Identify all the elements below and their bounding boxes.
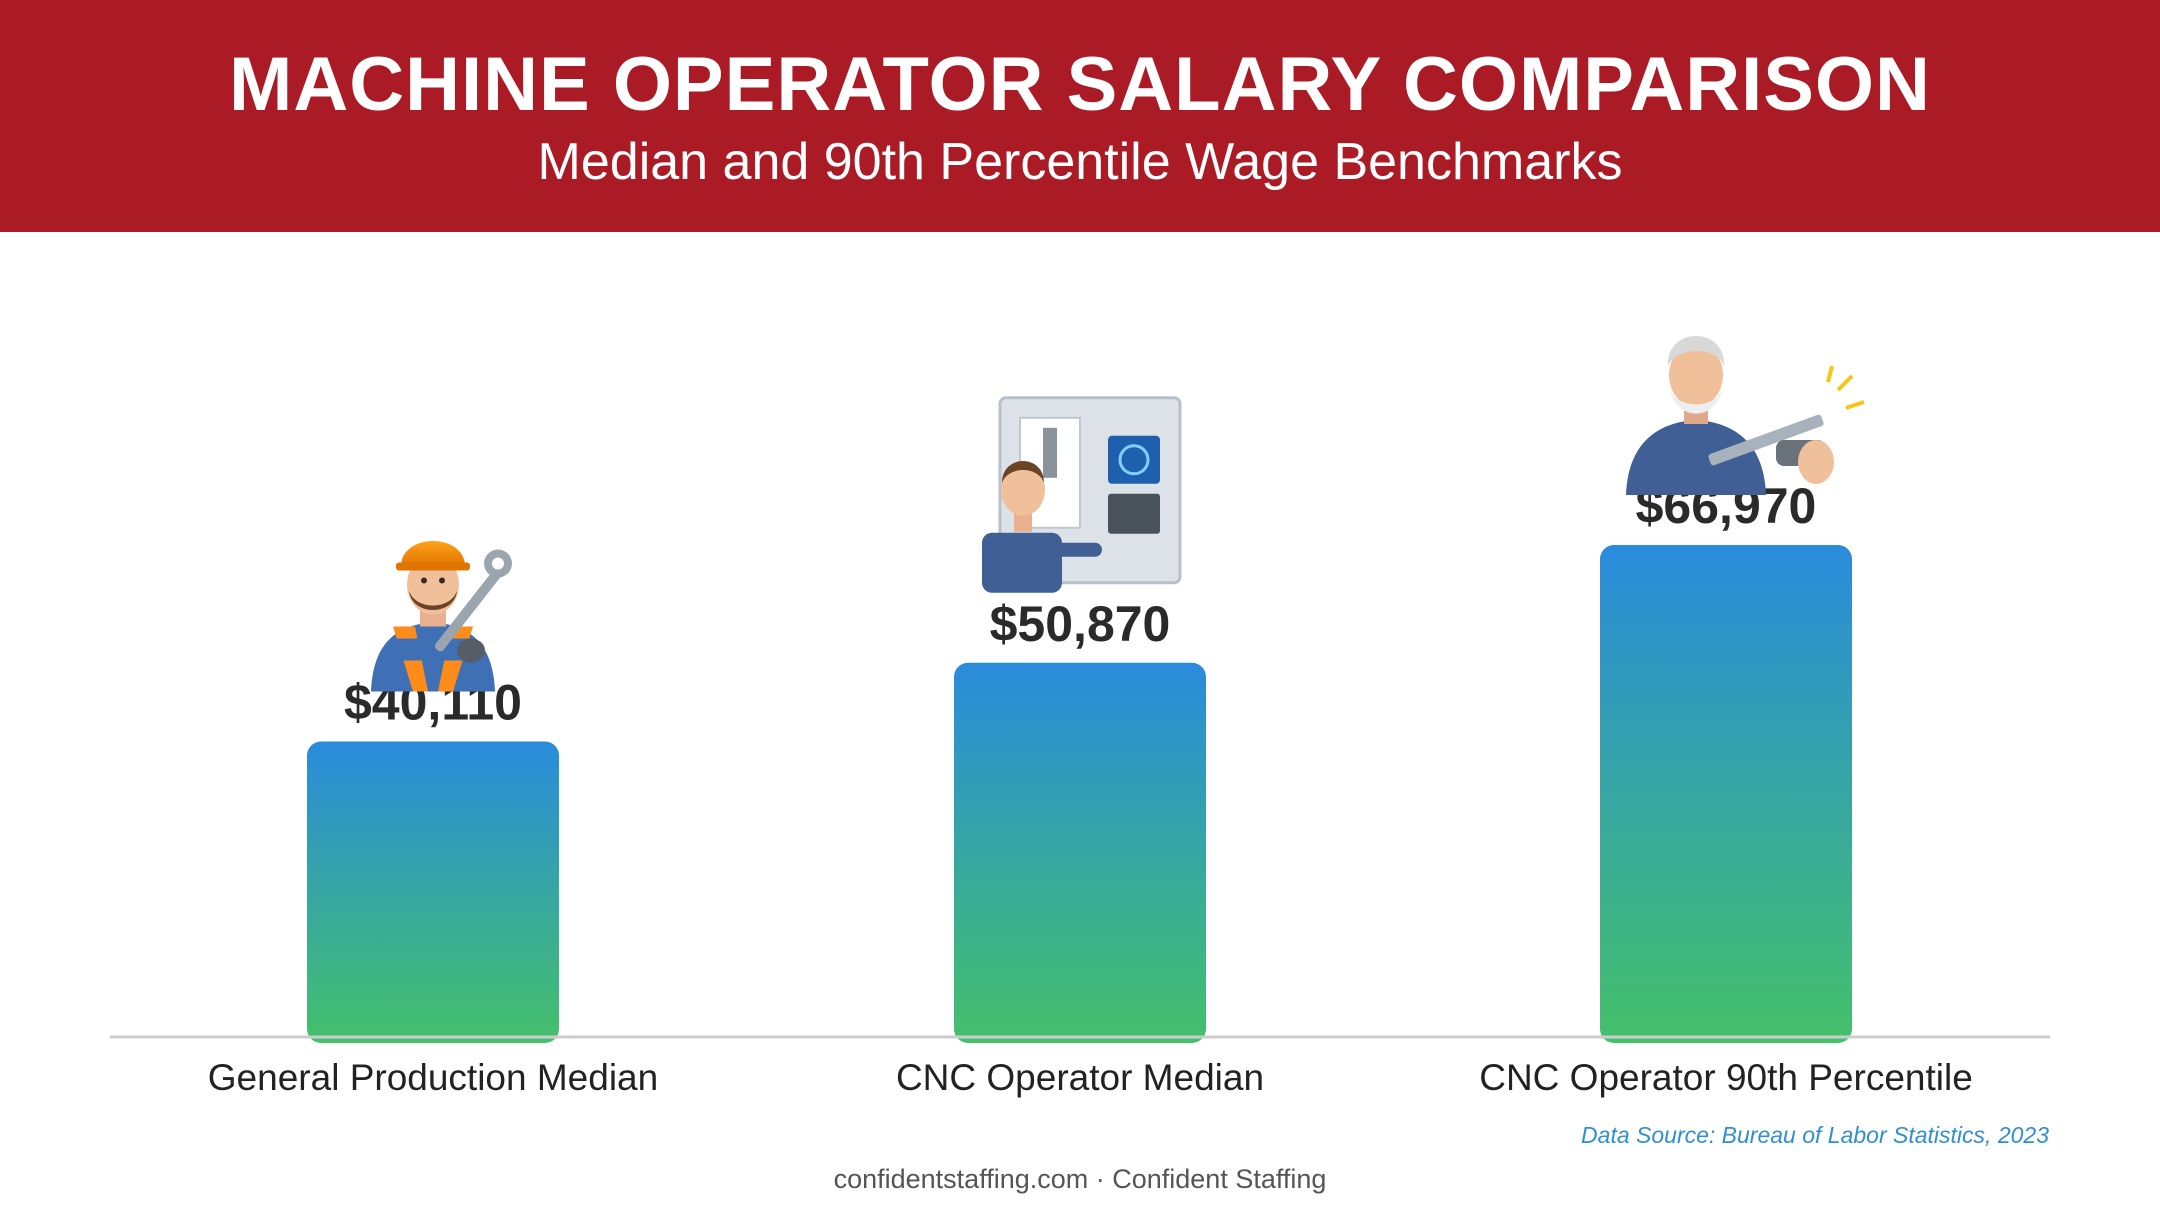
construction-worker-icon <box>371 541 512 692</box>
cnc-operator-icon <box>982 396 1182 593</box>
bar-1 <box>307 741 559 1043</box>
chart-title: MACHINE OPERATOR SALARY COMPARISON <box>229 42 1931 127</box>
category-label: CNC Operator Median <box>896 1057 1264 1098</box>
category-label: CNC Operator 90th Percentile <box>1479 1057 1973 1098</box>
bar-3 <box>1600 545 1852 1043</box>
bar-2 <box>954 662 1206 1043</box>
chart-subtitle: Median and 90th Percentile Wage Benchmar… <box>537 133 1623 191</box>
senior-machinist-icon <box>1626 336 1865 495</box>
data-source-note: Data Source: Bureau of Labor Statistics,… <box>1581 1122 2049 1148</box>
category-label: General Production Median <box>208 1057 658 1098</box>
footer-credit: confidentstaffing.com · Confident Staffi… <box>833 1164 1327 1194</box>
bar-value-label: $50,870 <box>990 596 1171 652</box>
header-banner: MACHINE OPERATOR SALARY COMPARISON Media… <box>0 0 2160 232</box>
